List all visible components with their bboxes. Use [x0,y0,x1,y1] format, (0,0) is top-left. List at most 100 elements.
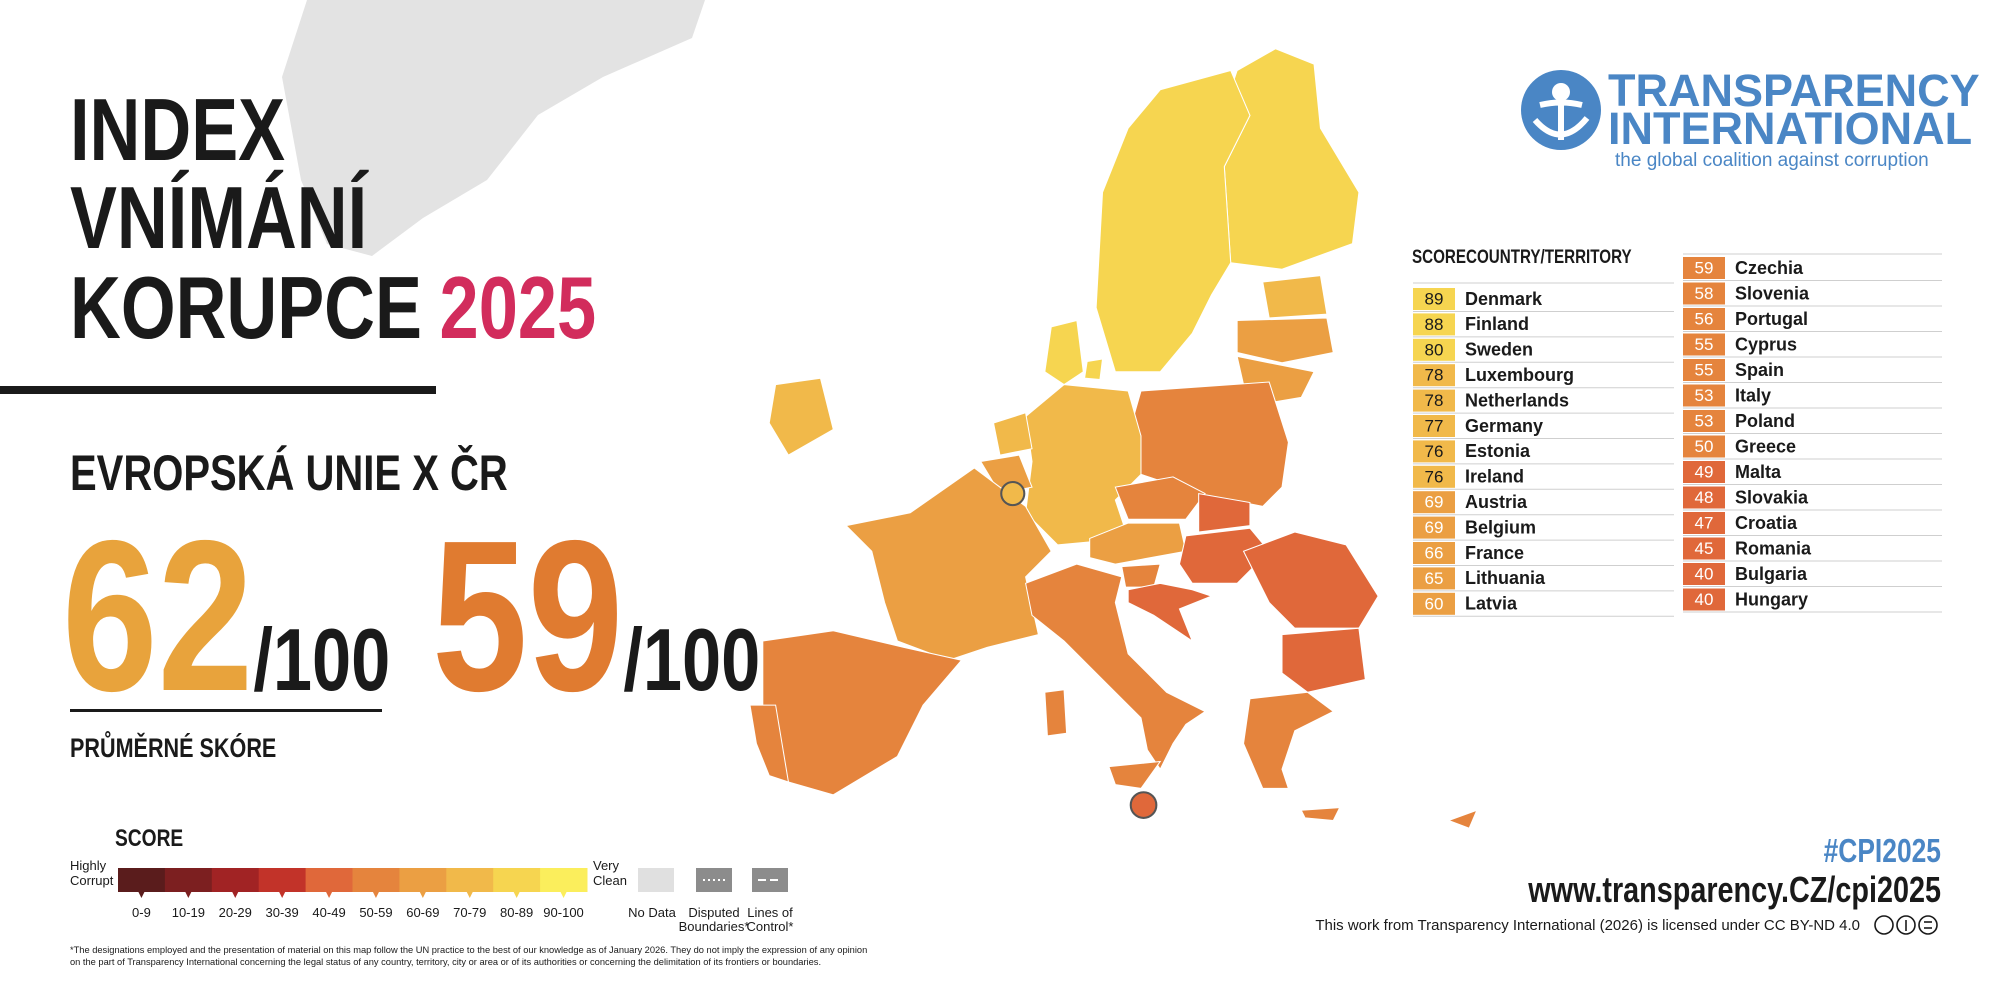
score-box [1413,516,1455,539]
table-row: 45 Romania [1683,537,1942,562]
country [1095,69,1251,373]
score-box [1413,389,1455,412]
score-value: 40 [1695,564,1714,583]
max-label: /100 [253,610,390,708]
score-value: 50 [1695,437,1714,456]
score-box [1413,338,1455,361]
logo-text: TRANSPARENCY [1608,65,1980,116]
score-box [1683,257,1725,279]
table-row: 40 Hungary [1683,588,1942,613]
country-name: Romania [1735,538,1812,558]
score-value: 55 [1695,360,1714,379]
greenland [282,0,705,256]
legend-pointer [185,892,192,898]
score-value: 60 [1425,594,1444,613]
table-row: 76 Ireland [1413,465,1674,490]
table-header: SCORE [1412,245,1466,267]
legend-swatch [164,868,213,892]
score-box [1683,537,1725,560]
license: This work from Transparency Internationa… [1315,917,1860,934]
country-name: Malta [1735,462,1782,482]
country [1223,48,1360,270]
table-row: 65 Lithuania [1413,567,1674,592]
legend-range: 10-19 [172,905,205,920]
score-box [1683,359,1725,381]
url: www.transparency.CZ/cpi2025 [1527,869,1941,910]
score-value: 45 [1695,539,1714,558]
legend-range: 20-29 [219,905,252,920]
legend-swatch [211,868,260,892]
country [1243,691,1335,789]
legend-pointer [419,892,426,898]
legend-range: 60-69 [406,905,439,920]
country [1281,627,1366,693]
table-row: 89 Denmark [1413,288,1674,312]
legend-swatch [258,868,307,892]
legend: 0-9 10-19 20-29 30-39 40-49 50-59 60-69 70-79 80… [118,868,588,920]
table-row: 48 Slovakia [1683,486,1942,511]
score-box [1683,282,1725,305]
table-row: 47 Croatia [1683,512,1942,536]
table-row: 55 Cyprus [1683,333,1942,358]
legend-low: Highly [70,858,107,873]
title-line: INDEX [70,80,285,178]
country-name: Finland [1465,314,1529,334]
country [1044,319,1084,386]
cc-icon [1874,915,1894,935]
score-value: 59 [1695,258,1714,277]
score-value: 66 [1425,543,1444,562]
table-row: 88 Finland [1413,313,1674,338]
legend-range: 0-9 [132,905,151,920]
table-row: 66 France [1413,542,1674,566]
score-box [1413,364,1455,387]
score-value: 77 [1425,416,1444,435]
country [992,412,1033,456]
country-name: Czechia [1735,258,1804,278]
table-row: 49 Malta [1683,461,1942,485]
score-value: 78 [1425,366,1444,385]
legend-swatch [118,868,166,892]
legend-swatch [540,868,588,892]
country [1083,358,1104,381]
country-name: Croatia [1735,513,1798,533]
legend-pointer [372,892,379,898]
country-name: Denmark [1465,289,1543,309]
hashtag: #CPI2025 [1824,833,1941,869]
legend-pointer [232,892,239,898]
country [749,704,790,783]
legend-pointer [466,892,473,898]
eu-score-line: 62/100 [62,497,390,737]
country [845,467,1052,661]
legend-pointer [326,892,333,898]
country [1108,760,1162,789]
eu-score: 62 [62,497,253,737]
country-name: Ireland [1465,467,1524,487]
legend-range: 40-49 [312,905,345,920]
cz-score: 59 [432,497,623,737]
legend-range: 90-100 [543,905,583,920]
country [1044,689,1068,737]
table-row: 78 Luxembourg [1413,364,1674,389]
score-value: 47 [1695,513,1714,532]
disputed-label: Boundaries* [679,919,750,934]
logo-icon [1532,99,1590,140]
legend-pointer [513,892,520,898]
logo-tagline: the global coalition against corruption [1615,150,1929,171]
logo-icon [1552,83,1570,101]
legend-range: 50-59 [359,905,392,920]
table-row: 78 Netherlands [1413,389,1674,414]
score-value: 53 [1695,386,1714,405]
country-marker [1000,481,1026,507]
score-value: 76 [1425,442,1444,461]
score-box [1413,288,1455,310]
legend-swatch [399,868,447,892]
score-box [1683,512,1725,534]
country [1114,476,1206,520]
country-name: Netherlands [1465,390,1569,410]
title-year: 2025 [440,258,597,356]
country [1121,563,1161,588]
score-value: 88 [1425,315,1444,334]
country [1236,317,1334,364]
country-name: Austria [1465,492,1528,512]
